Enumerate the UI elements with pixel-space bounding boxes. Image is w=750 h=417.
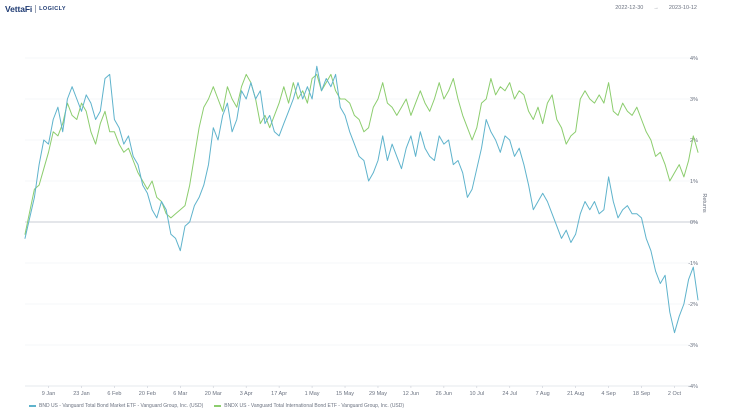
brand-subtitle: LOGICLY xyxy=(39,6,66,12)
series-lines xyxy=(24,65,699,334)
x-tick-label: 9 Jan xyxy=(42,391,55,397)
legend-label-bnd: BND US - Vanguard Total Bond Market ETF … xyxy=(39,403,204,409)
legend-item-bnd[interactable]: BND US - Vanguard Total Bond Market ETF … xyxy=(29,403,203,409)
brand-name: VettaFi xyxy=(5,4,33,14)
date-range-start[interactable]: 2022-12-30 xyxy=(615,5,644,11)
x-tick-label: 1 May xyxy=(305,391,320,397)
y-tick-label: 0% xyxy=(690,220,698,226)
legend-label-bndx: BNDX US - Vanguard Total International B… xyxy=(224,403,405,409)
legend-swatch-bnd xyxy=(29,405,36,407)
x-tick-label: 18 Sep xyxy=(633,391,650,397)
y-tick-label: 3% xyxy=(690,97,698,103)
x-tick-label: 4 Sep xyxy=(601,391,615,397)
arrow-right-icon: → xyxy=(653,5,659,11)
y-axis-ticks: 4% 3% 2% 1% 0% -1% -2% -3% -4% xyxy=(688,56,698,390)
x-tick-label: 29 May xyxy=(369,391,387,397)
x-tick-label: 24 Jul xyxy=(502,391,517,397)
x-tick-label: 3 Apr xyxy=(240,391,253,397)
x-tick-label: 15 May xyxy=(336,391,354,397)
x-tick-label: 26 Jun xyxy=(436,391,453,397)
x-axis-ticks: 9 Jan 23 Jan 6 Feb 20 Feb 6 Mar 20 Mar 3 Apr 17… xyxy=(25,385,698,397)
x-tick-label: 20 Feb xyxy=(139,391,156,397)
series-line-bnd xyxy=(24,65,699,334)
y-tick-label: 4% xyxy=(690,56,698,62)
x-tick-label: 6 Mar xyxy=(173,391,187,397)
y-tick-label: -2% xyxy=(688,302,698,308)
x-tick-label: 23 Jan xyxy=(73,391,90,397)
brand-logo[interactable]: VettaFi LOGICLY xyxy=(5,4,66,14)
chart-legend: BND US - Vanguard Total Bond Market ETF … xyxy=(29,403,404,409)
x-tick-label: 17 Apr xyxy=(271,391,287,397)
x-tick-label: 21 Aug xyxy=(567,391,584,397)
y-tick-label: -4% xyxy=(688,384,698,390)
y-axis-label: Returns xyxy=(701,193,707,213)
x-tick-label: 2 Oct xyxy=(668,391,682,397)
y-tick-label: 2% xyxy=(690,138,698,144)
brand-divider xyxy=(35,5,37,13)
x-tick-label: 6 Feb xyxy=(107,391,121,397)
top-bar: VettaFi LOGICLY 2022-12-30 → 2023-10-12 xyxy=(0,0,750,22)
y-tick-label: 1% xyxy=(690,179,698,185)
y-tick-label: -3% xyxy=(688,343,698,349)
legend-item-bndx[interactable]: BNDX US - Vanguard Total International B… xyxy=(214,403,404,409)
grid-lines xyxy=(25,57,698,387)
y-tick-label: -1% xyxy=(688,261,698,267)
x-tick-label: 20 Mar xyxy=(205,391,222,397)
x-tick-label: 7 Aug xyxy=(536,391,550,397)
series-line-bndx xyxy=(24,73,699,235)
legend-swatch-bndx xyxy=(214,405,222,407)
date-range-end[interactable]: 2023-10-12 xyxy=(668,5,697,11)
x-tick-label: 12 Jun xyxy=(403,391,420,397)
date-range[interactable]: 2022-12-30 → 2023-10-12 xyxy=(615,5,697,11)
x-tick-label: 10 Jul xyxy=(469,391,484,397)
